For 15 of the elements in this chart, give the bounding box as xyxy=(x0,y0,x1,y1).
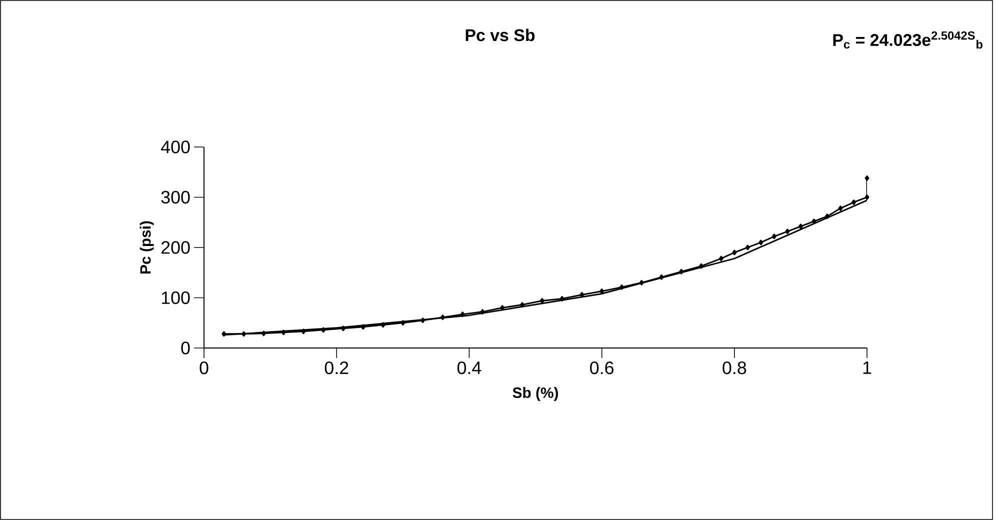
y-axis-title: Pc (psi) xyxy=(140,221,154,274)
y-tick-label: 0 xyxy=(181,342,190,354)
x-tick-label: 0.2 xyxy=(324,361,348,374)
x-tick-label: 0 xyxy=(200,361,208,374)
y-tick-label: 300 xyxy=(161,190,190,204)
y-tick-label: 100 xyxy=(162,291,190,304)
text: P$_{c}$ = 24.023e$^{2.5042S}$b xyxy=(833,31,982,49)
x-tick-label: 0.8 xyxy=(722,361,746,374)
y-tick-label: 200 xyxy=(161,241,190,254)
x-axis-title: Sb (%) xyxy=(512,387,558,401)
x-tick-label: 0.6 xyxy=(590,361,614,374)
x-tick-label: 1 xyxy=(863,362,872,374)
y-tick-label: 400 xyxy=(160,140,190,154)
x-tick-label: 0.4 xyxy=(457,361,482,374)
chart-title: Pc vs Sb xyxy=(466,28,535,42)
